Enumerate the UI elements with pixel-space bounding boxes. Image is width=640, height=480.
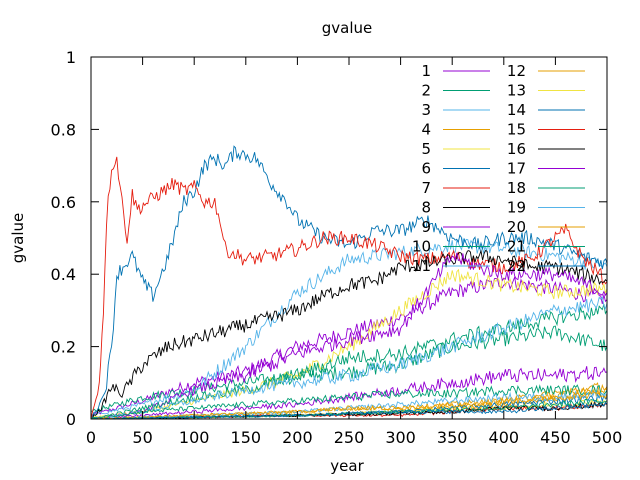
legend-label: 6 — [421, 160, 431, 178]
legend-label: 19 — [507, 199, 526, 217]
legend-item-20: 20 — [507, 218, 585, 236]
legend-label: 20 — [507, 218, 526, 236]
legend-item-17: 17 — [507, 160, 585, 178]
series-line-9 — [90, 252, 608, 420]
legend-label: 9 — [421, 218, 431, 236]
x-tick-label: 300 — [385, 428, 416, 447]
x-tick-label: 50 — [132, 428, 152, 447]
legend-label: 5 — [421, 140, 431, 158]
series-line-11 — [90, 296, 608, 420]
series-line-20 — [90, 390, 608, 420]
y-tick-label: 0.2 — [51, 338, 76, 357]
x-tick-label: 150 — [231, 428, 262, 447]
series-line-18 — [90, 384, 608, 420]
legend-label: 15 — [507, 121, 526, 139]
legend-item-6: 6 — [421, 160, 490, 178]
legend-label: 7 — [421, 179, 431, 197]
series-line-10 — [90, 304, 608, 420]
legend-item-7: 7 — [421, 179, 490, 197]
legend-label: 2 — [421, 82, 431, 100]
y-tick-label: 0.4 — [51, 265, 76, 284]
legend-label: 16 — [507, 140, 526, 158]
x-tick-label: 450 — [540, 428, 571, 447]
legend-label: 22 — [507, 257, 526, 275]
y-tick-label: 0.6 — [51, 193, 76, 212]
legend-label: 17 — [507, 160, 526, 178]
series-line-3 — [91, 237, 608, 416]
x-tick-label: 500 — [592, 428, 623, 447]
y-axis-title: gvalue — [9, 213, 27, 264]
series-line-7 — [90, 156, 608, 420]
series-layer — [90, 145, 608, 420]
plot-frame — [90, 56, 608, 420]
x-axis-title: year — [330, 457, 364, 475]
series-line-1 — [90, 275, 608, 417]
legend-label: 4 — [421, 121, 431, 139]
legend-item-9: 9 — [421, 218, 490, 236]
legend-item-14: 14 — [507, 101, 585, 119]
legend-item-1: 1 — [421, 62, 490, 80]
series-line-17 — [91, 366, 608, 420]
legend-label: 14 — [507, 101, 526, 119]
legend-item-4: 4 — [421, 121, 490, 139]
legend-item-5: 5 — [421, 140, 490, 158]
axes-layer: 0 50 100 150 200 250 300 350 400 450 500 0 0.2 0.4 0.6… — [51, 48, 623, 447]
legend-label: 18 — [507, 179, 526, 197]
series-line-22 — [91, 401, 608, 420]
x-tick-label: 100 — [179, 428, 210, 447]
chart-title: gvalue — [322, 19, 373, 37]
y-tick-label: 0.8 — [51, 120, 76, 139]
legend-item-11: 11 — [412, 257, 490, 275]
legend-label: 1 — [421, 62, 431, 80]
y-tick-label: 0 — [66, 410, 76, 429]
legend-item-10: 10 — [412, 238, 490, 256]
legend-label: 3 — [421, 101, 431, 119]
legend-item-2: 2 — [421, 82, 490, 100]
legend-item-12: 12 — [507, 62, 585, 80]
legend-item-18: 18 — [507, 179, 585, 197]
legend-item-15: 15 — [507, 121, 585, 139]
legend-label: 8 — [421, 199, 431, 217]
x-tick-label: 200 — [282, 428, 313, 447]
series-line-8 — [90, 249, 608, 419]
legend-item-13: 13 — [507, 82, 585, 100]
x-tick-label: 0 — [86, 428, 96, 447]
legend-item-19: 19 — [507, 199, 585, 217]
series-line-6 — [90, 145, 608, 420]
series-line-5 — [90, 268, 608, 419]
y-tick-label: 1 — [66, 48, 76, 67]
legend-item-21: 21 — [507, 238, 585, 256]
legend-item-16: 16 — [507, 140, 585, 158]
x-tick-label: 400 — [489, 428, 520, 447]
x-tick-label: 350 — [437, 428, 468, 447]
series-line-12 — [91, 382, 608, 420]
x-tick-label: 250 — [334, 428, 365, 447]
legend-label: 12 — [507, 62, 526, 80]
legend-label: 11 — [412, 257, 431, 275]
legend-label: 13 — [507, 82, 526, 100]
legend-item-3: 3 — [421, 101, 490, 119]
legend-item-22: 22 — [507, 257, 585, 275]
legend-label: 21 — [507, 238, 526, 256]
legend-item-8: 8 — [421, 199, 490, 217]
legend-label: 10 — [412, 238, 431, 256]
